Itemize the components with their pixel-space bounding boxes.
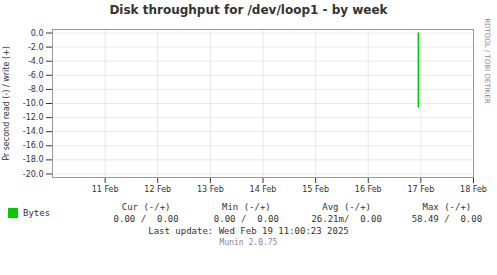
- svg-text:-6.0: -6.0: [28, 71, 44, 80]
- svg-text:18 Feb: 18 Feb: [460, 185, 487, 194]
- html-text:26.21m/ 0.00: 26.21m/ 0.00: [311, 214, 382, 224]
- html-text:Disk throughput for /dev/loop1: Disk throughput for /dev/loop1 - by week: [109, 3, 388, 17]
- html-text:Last update: Wed Feb 19 11:00:: Last update: Wed Feb 19 11:00:23 2025: [148, 226, 349, 236]
- svg-text:13 Feb: 13 Feb: [197, 185, 224, 194]
- svg-text:-18.0: -18.0: [23, 155, 44, 164]
- html-text:Max (-/+): Max (-/+): [422, 202, 472, 212]
- svg-text:12 Feb: 12 Feb: [144, 185, 171, 194]
- svg-text:-16.0: -16.0: [23, 141, 44, 150]
- svg-text:RRDTOOL / TOBI OETIKER: RRDTOOL / TOBI OETIKER: [483, 19, 491, 104]
- svg-text:15 Feb: 15 Feb: [302, 185, 329, 194]
- svg-text:-12.0: -12.0: [23, 113, 44, 122]
- html-text:0.00 / 0.00: 0.00 / 0.00: [113, 214, 179, 224]
- svg-text:-8.0: -8.0: [28, 85, 44, 94]
- html-text:Min (-/+): Min (-/+): [222, 202, 271, 212]
- svg-text:0.0: 0.0: [31, 29, 44, 38]
- svg-text:-20.0: -20.0: [23, 170, 44, 179]
- html-text:Bytes: Bytes: [23, 208, 51, 218]
- svg-text:16 Feb: 16 Feb: [355, 185, 382, 194]
- html-text:0.00 / 0.00: 0.00 / 0.00: [213, 214, 279, 224]
- svg-text:-14.0: -14.0: [23, 127, 44, 136]
- svg-text:-4.0: -4.0: [28, 57, 44, 66]
- svg-text:14 Feb: 14 Feb: [250, 185, 277, 194]
- svg-text:-2.0: -2.0: [28, 43, 44, 52]
- svg-text:17 Feb: 17 Feb: [407, 185, 434, 194]
- html-text:58.49 / 0.00: 58.49 / 0.00: [411, 214, 483, 224]
- html-text:Cur (-/+): Cur (-/+): [121, 202, 171, 212]
- html-text:Munin 2.0.75: Munin 2.0.75: [219, 238, 278, 247]
- html-text:Avg (-/+): Avg (-/+): [322, 202, 371, 212]
- svg-text:11 Feb: 11 Feb: [92, 185, 119, 194]
- svg-text:Pr second read (-) / write (+): Pr second read (-) / write (+): [2, 46, 11, 161]
- svg-text:-10.0: -10.0: [23, 99, 44, 108]
